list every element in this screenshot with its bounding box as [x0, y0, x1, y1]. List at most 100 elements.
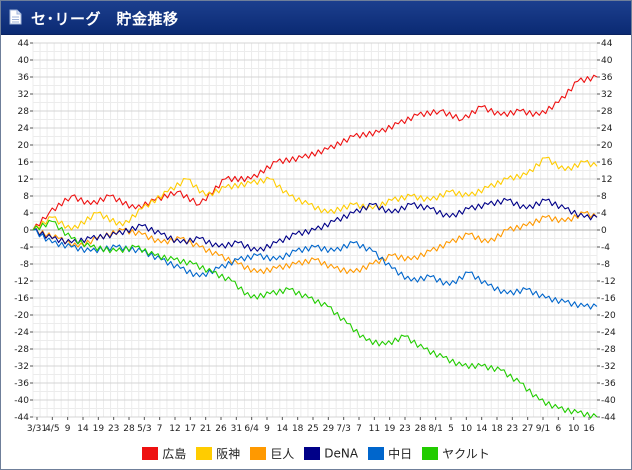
y-tick-label-left: -20	[14, 311, 29, 321]
x-tick-label: 23	[399, 424, 410, 434]
x-tick-label: 5/3	[137, 424, 151, 434]
legend-swatch	[196, 447, 213, 460]
y-tick-label-right: 40	[601, 56, 613, 66]
x-tick-label: 7	[157, 424, 163, 434]
y-tick-label-right: 32	[601, 90, 612, 100]
x-tick-label: 14	[476, 424, 488, 434]
y-tick-label-left: 44	[18, 39, 30, 49]
x-tick-label: 28	[415, 424, 427, 434]
legend-label: DeNA	[324, 446, 359, 461]
x-tick-label: 7	[356, 424, 362, 434]
y-tick-label-right: 16	[601, 158, 613, 168]
y-tick-label-right: -32	[601, 362, 616, 372]
x-tick-label: 23	[507, 424, 518, 434]
y-tick-label-right: -24	[601, 328, 616, 338]
document-icon	[9, 9, 22, 25]
legend-item: 広島	[142, 445, 186, 462]
y-tick-label-left: 4	[23, 209, 29, 219]
y-tick-label-left: 8	[23, 192, 29, 202]
x-tick-label: 4/5	[45, 424, 59, 434]
y-tick-label-left: -36	[14, 379, 29, 389]
y-tick-label-left: 16	[18, 158, 30, 168]
x-tick-label: 5	[448, 424, 454, 434]
x-tick-label: 9/1	[536, 424, 550, 434]
y-tick-label-right: 28	[601, 107, 613, 117]
x-tick-label: 25	[307, 424, 318, 434]
y-tick-label-left: -12	[14, 277, 29, 287]
x-tick-label: 9	[65, 424, 71, 434]
x-tick-label: 31	[231, 424, 242, 434]
legend-label: 阪神	[216, 447, 241, 461]
y-tick-label-right: -44	[601, 413, 616, 423]
y-tick-label-left: 24	[18, 124, 30, 134]
legend-item: ヤクルト	[422, 445, 490, 462]
x-tick-label: 12	[169, 424, 180, 434]
legend-item: 阪神	[196, 445, 240, 462]
legend-item: DeNA	[304, 446, 358, 461]
y-tick-label-right: 24	[601, 124, 613, 134]
y-tick-label-left: -40	[14, 396, 29, 406]
x-tick-label: 14	[77, 424, 89, 434]
legend-item: 中日	[368, 445, 412, 462]
y-tick-label-left: 20	[18, 141, 30, 151]
x-tick-label: 28	[123, 424, 135, 434]
series-line	[32, 156, 598, 231]
x-tick-label: 17	[185, 424, 196, 434]
y-tick-label-left: 36	[18, 73, 30, 83]
y-tick-label-left: -24	[14, 328, 29, 338]
y-tick-label-left: -32	[14, 362, 29, 372]
y-tick-label-left: -44	[14, 413, 29, 423]
y-tick-label-right: 20	[601, 141, 613, 151]
y-tick-label-right: -16	[601, 294, 616, 304]
legend-label: 巨人	[270, 447, 295, 461]
x-tick-label: 10	[461, 424, 473, 434]
x-tick-label: 27	[522, 424, 533, 434]
x-tick-label: 29	[323, 424, 335, 434]
y-tick-label-left: -16	[14, 294, 29, 304]
legend-label: 広島	[162, 447, 187, 461]
x-tick-label: 19	[93, 424, 105, 434]
x-tick-label: 11	[369, 424, 380, 434]
y-tick-label-left: 0	[23, 226, 29, 236]
series-line	[32, 219, 598, 419]
y-tick-label-left: -8	[20, 260, 29, 270]
y-tick-label-left: 12	[18, 175, 29, 185]
legend-swatch	[142, 447, 159, 460]
x-tick-label: 14	[277, 424, 289, 434]
x-tick-label: 18	[292, 424, 304, 434]
y-tick-label-right: 4	[601, 209, 607, 219]
legend-swatch	[250, 447, 267, 460]
y-tick-label-right: 12	[601, 175, 612, 185]
legend-label: ヤクルト	[442, 447, 490, 461]
y-tick-label-left: -28	[14, 345, 29, 355]
y-tick-label-left: 32	[18, 90, 29, 100]
y-tick-label-right: 8	[601, 192, 607, 202]
legend-item: 巨人	[250, 445, 294, 462]
x-tick-label: 26	[215, 424, 227, 434]
window-title: セ･リーグ 貯金推移	[31, 10, 179, 28]
y-tick-label-right: -40	[601, 396, 616, 406]
y-tick-label-right: -28	[601, 345, 616, 355]
x-tick-label: 23	[108, 424, 119, 434]
y-tick-label-left: 40	[18, 56, 30, 66]
y-tick-label-right: -20	[601, 311, 616, 321]
x-tick-label: 21	[200, 424, 211, 434]
x-tick-label: 3/31	[27, 424, 47, 434]
title-bar: セ･リーグ 貯金推移	[1, 1, 631, 35]
y-tick-label-right: -12	[601, 277, 616, 287]
y-tick-label-right: 44	[601, 39, 613, 49]
x-tick-label: 7/3	[336, 424, 350, 434]
legend-swatch	[422, 447, 439, 460]
x-tick-label: 18	[491, 424, 503, 434]
y-tick-label-right: 0	[601, 226, 607, 236]
legend-swatch	[304, 447, 321, 461]
y-tick-label-left: -4	[20, 243, 29, 253]
series-line	[32, 74, 598, 231]
chart-legend: 広島 阪神 巨人 DeNA 中日 ヤクルト	[1, 445, 631, 467]
x-tick-label: 10	[568, 424, 580, 434]
x-tick-label: 9	[264, 424, 270, 434]
legend-label: 中日	[388, 447, 413, 461]
y-tick-label-left: 28	[18, 107, 30, 117]
